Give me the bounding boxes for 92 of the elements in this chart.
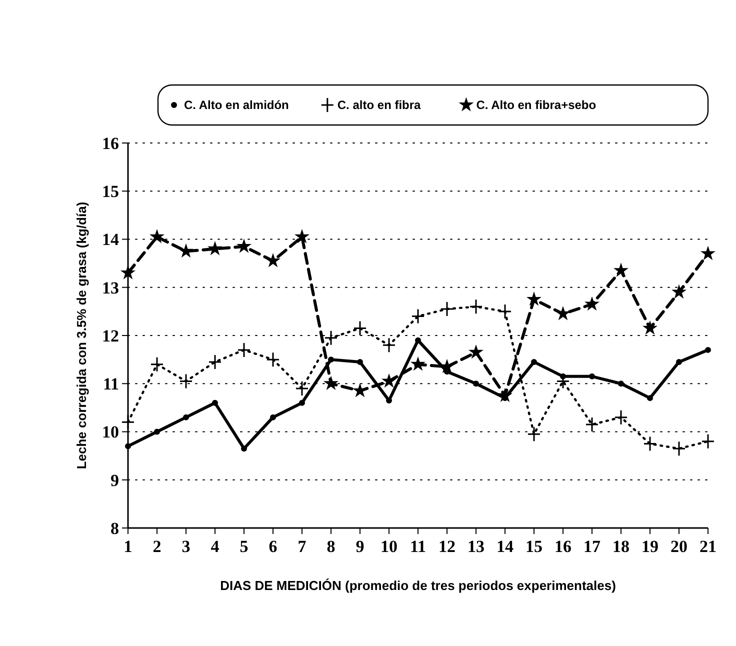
y-tick-label: 12 [102,326,119,346]
y-tick-label: 14 [102,230,120,250]
point [647,395,653,402]
x-tick-label: 17 [584,537,601,556]
point [589,373,595,380]
y-tick-label: 13 [102,278,119,298]
point [236,238,252,253]
point [585,416,599,432]
point [270,414,276,420]
point [324,330,338,346]
x-tick-label: 19 [642,537,658,556]
point [266,352,280,368]
y-tick-label: 9 [110,470,119,490]
point [497,388,513,402]
point [353,320,367,336]
point [154,428,160,435]
legend-label: C. Alto en fibra+sebo [476,98,596,112]
point [207,240,223,256]
y-tick-label: 15 [102,182,119,202]
point [125,443,131,450]
x-tick-label: 20 [670,537,688,556]
point [700,246,716,260]
point [643,436,657,452]
point [671,284,687,299]
x-tick-label: 13 [468,537,484,556]
x-tick-label: 3 [182,537,190,556]
point [676,358,682,365]
point [294,228,310,244]
point [382,337,396,353]
x-axis-title: DIAS DE MEDICIÓN (promedio de tres periodos experimentales) [220,578,616,593]
point [498,304,512,320]
point [299,400,305,406]
x-tick-label: 16 [554,537,572,556]
point [411,308,425,324]
point [323,376,339,390]
x-tick-label: 7 [298,537,307,556]
point [328,356,334,363]
point [415,337,421,344]
point [357,358,363,365]
point [468,344,484,359]
point [295,380,309,396]
legend-label: C. alto en fibra [337,98,422,112]
x-tick-label: 12 [438,537,456,556]
point [701,434,715,450]
x-tick-label: 4 [210,537,220,556]
x-tick-label: 9 [356,537,364,556]
x-tick-label: 6 [268,537,278,556]
point [237,342,251,358]
point [584,296,600,311]
point [469,298,483,314]
point [410,356,426,371]
point [179,373,193,389]
point [705,346,711,353]
point [672,440,686,456]
x-tick-label: 21 [700,537,716,556]
x-tick-label: 1 [124,537,132,556]
point [473,380,479,387]
point [212,400,218,406]
x-tick-label: 8 [326,537,336,556]
point [613,262,629,277]
y-tick-label: 10 [102,422,119,442]
x-tick-label: 11 [410,537,426,556]
point [241,446,247,452]
point [440,301,454,317]
point [150,356,164,372]
x-tick-label: 14 [496,537,514,556]
x-tick-label: 5 [240,537,248,556]
point [208,354,222,370]
legend-label: C. Alto en almidón [184,98,289,112]
point [381,373,397,388]
y-axis-title: Leche corregida con 3.5% de grasa (kg/día) [74,202,89,470]
point [555,306,571,320]
point [531,358,537,365]
x-tick-label: 10 [380,537,398,556]
y-tick-label: 11 [102,374,119,394]
x-tick-label: 2 [152,537,162,556]
point [614,410,628,426]
point [265,253,281,268]
point [121,414,135,430]
point [527,426,541,442]
point [386,397,392,404]
x-tick-label: 15 [526,537,542,556]
y-tick-label: 16 [102,134,119,153]
x-tick-label: 18 [612,537,630,556]
point [149,228,165,244]
point [120,265,136,280]
point [618,380,624,387]
point [526,292,542,306]
point [642,320,658,335]
point [183,414,189,420]
point [178,243,194,258]
y-tick-label: 8 [110,518,119,538]
